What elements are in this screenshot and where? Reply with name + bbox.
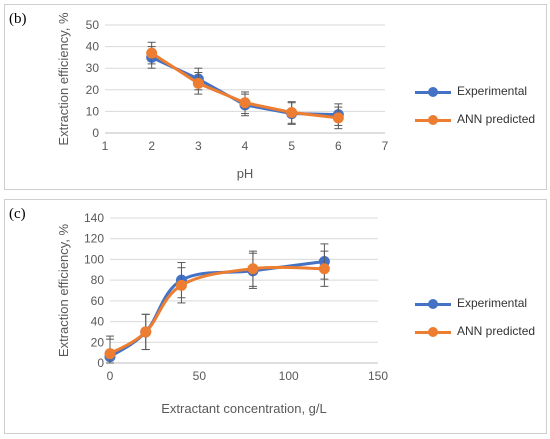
legend-marker-ann-predicted [428,327,438,337]
y-tick-label: 50 [86,18,100,32]
legend-c: Experimental ANN predicted [415,296,540,341]
y-tick-label: 100 [84,252,104,266]
data-point [286,106,298,118]
chart-c-svg: 0 20 40 60 80 100 120 140 0 50 100 150 Extraction ef… [56,211,388,416]
data-point [192,77,204,89]
legend-label-ann-predicted: ANN predicted [457,112,536,126]
y-tick-label: 140 [84,211,104,225]
data-point [332,112,344,124]
data-point [175,279,187,291]
panel-label-b: (b) [9,11,27,27]
panel-label-c: (c) [9,206,26,222]
y-tick-label: 10 [86,104,100,118]
data-point [239,97,251,109]
legend-label-experimental: Experimental [457,296,528,310]
legend-b: Experimental ANN predicted [415,84,540,129]
data-point [247,263,259,275]
y-tick-label: 60 [91,294,105,308]
x-tick-label: 150 [368,369,388,383]
x-tick-label: 2 [148,139,155,153]
x-tick-label: 100 [279,369,299,383]
legend-marker-experimental [428,87,438,97]
x-axis-label: pH [237,166,254,181]
legend-marker-experimental [428,299,438,309]
x-tick-label: 0 [107,369,114,383]
x-tick-label: 1 [102,139,109,153]
y-axis-label: Extraction efficiency, % [56,223,71,357]
legend-marker-ann-predicted [428,115,438,125]
y-tick-label: 0 [92,126,99,140]
chart-panel-c: (c) 0 20 40 60 80 100 120 140 0 50 100 150 Extractio… [4,199,547,434]
y-tick-label: 120 [84,232,104,246]
y-tick-label: 20 [91,335,105,349]
data-point [318,263,330,275]
data-point [104,348,116,360]
data-point [140,326,152,338]
x-tick-label: 50 [193,369,207,383]
y-axis-label: Extraction efficiency, % [56,12,71,146]
y-tick-label: 20 [86,83,100,97]
data-point [146,47,158,59]
chart-panel-b: (b) 0 10 20 30 40 50 1 2 3 4 5 6 7 Extraction efficie… [4,4,547,190]
x-tick-label: 5 [288,139,295,153]
legend-label-ann-predicted: ANN predicted [457,324,536,338]
y-tick-label: 40 [91,315,105,329]
y-tick-label: 0 [97,356,104,370]
x-tick-label: 4 [242,139,249,153]
y-tick-label: 40 [86,40,100,54]
y-tick-label: 80 [91,273,105,287]
legend-label-experimental: Experimental [457,84,528,98]
x-tick-label: 6 [335,139,342,153]
y-tick-label: 30 [86,61,100,75]
chart-b-svg: 0 10 20 30 40 50 1 2 3 4 5 6 7 Extraction efficiency,… [56,12,389,181]
x-tick-label: 3 [195,139,202,153]
x-axis-label: Extractant concentration, g/L [161,401,326,416]
x-tick-label: 7 [382,139,389,153]
